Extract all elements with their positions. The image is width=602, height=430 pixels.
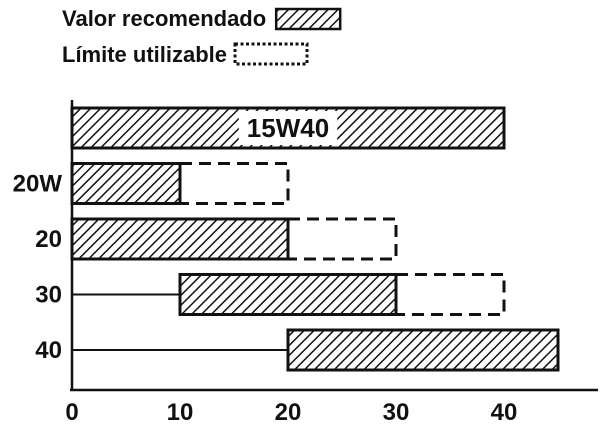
recommended-bar	[70, 217, 290, 261]
row-label: 20	[35, 226, 62, 253]
x-tick-label: 30	[383, 399, 410, 426]
row-label: 30	[35, 282, 62, 309]
recommended-bar	[70, 162, 182, 205]
x-tick-label: 0	[65, 399, 78, 426]
legend-swatch-recommended	[274, 7, 342, 31]
recommended-bar	[286, 328, 560, 372]
limit-bar	[178, 162, 290, 205]
legend-swatch-limit	[233, 42, 309, 66]
x-tick-label: 20	[275, 399, 302, 426]
legend: Valor recomendado Límite utilizable	[62, 6, 342, 67]
row-label: 40	[35, 337, 62, 364]
limit-bar	[286, 217, 398, 261]
x-axis: 0 10 20 30 40	[65, 100, 598, 426]
limit-bar	[394, 273, 506, 316]
bar-text-background	[238, 111, 338, 145]
x-tick-label: 40	[491, 399, 518, 426]
bar-text: 15W40	[247, 113, 329, 143]
legend-label-limit: Límite utilizable	[62, 42, 227, 67]
recommended-bar	[178, 273, 398, 316]
legend-label-recommended: Valor recomendado	[62, 6, 266, 31]
plot-area: 15W40 20W 20 30 40	[13, 106, 560, 372]
x-tick-label: 10	[167, 399, 194, 426]
row-label: 20W	[13, 171, 63, 198]
